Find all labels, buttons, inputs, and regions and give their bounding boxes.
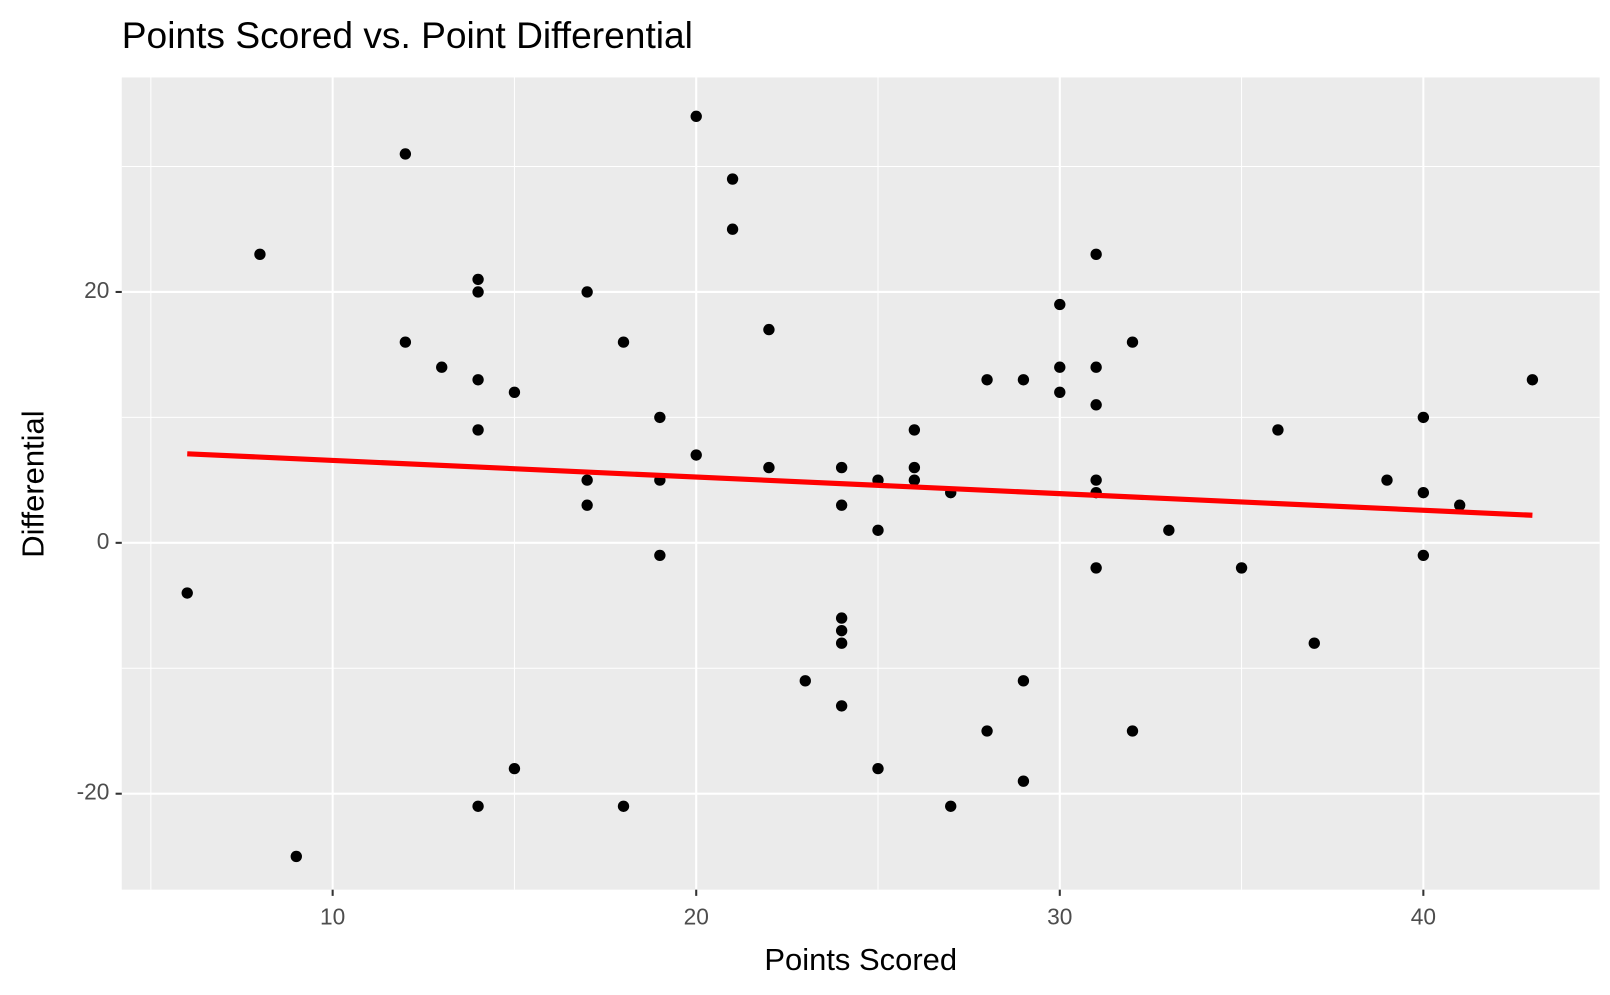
point — [726, 173, 739, 185]
point — [1417, 549, 1430, 562]
point — [726, 223, 739, 235]
point — [399, 148, 412, 160]
point — [472, 286, 484, 298]
point — [763, 323, 775, 336]
point — [581, 499, 593, 511]
y-tick-label: 0 — [97, 528, 110, 554]
point — [508, 386, 521, 398]
point — [908, 461, 921, 474]
point — [835, 461, 848, 474]
point — [181, 587, 193, 599]
x-axis-label: Points Scored — [764, 942, 957, 977]
point — [1526, 374, 1539, 386]
point — [508, 762, 521, 775]
point — [1090, 474, 1102, 486]
x-tick-label: 30 — [1047, 904, 1072, 930]
y-tick-label: -20 — [77, 779, 110, 805]
point — [1417, 411, 1430, 424]
point — [1054, 298, 1066, 311]
point — [1272, 424, 1284, 436]
point — [654, 549, 666, 562]
point — [1090, 248, 1102, 261]
point — [872, 524, 884, 536]
point — [835, 700, 848, 712]
point — [690, 110, 702, 123]
point — [690, 449, 702, 461]
point — [763, 461, 775, 474]
point — [1090, 399, 1102, 411]
point — [472, 800, 484, 812]
point — [981, 725, 993, 737]
chart-title: Points Scored vs. Point Differential — [122, 14, 693, 56]
point — [617, 800, 630, 812]
point — [1017, 374, 1030, 386]
x-tick-label: 40 — [1411, 904, 1436, 930]
point — [581, 286, 593, 298]
point — [472, 374, 484, 386]
point — [1090, 361, 1102, 373]
point — [1090, 562, 1102, 574]
point — [1017, 775, 1030, 787]
y-tick-label: 20 — [84, 277, 109, 303]
point — [835, 612, 848, 624]
point — [1054, 386, 1066, 398]
x-tick-label: 10 — [320, 904, 345, 930]
point — [581, 474, 593, 486]
point — [436, 361, 448, 373]
point — [254, 248, 266, 261]
point — [654, 411, 666, 424]
point — [1054, 361, 1066, 373]
point — [908, 474, 921, 486]
point — [799, 675, 811, 687]
point — [835, 499, 848, 511]
point — [1126, 725, 1139, 737]
point — [872, 762, 884, 775]
point — [1417, 486, 1430, 499]
point — [399, 336, 412, 348]
point — [981, 374, 993, 386]
point — [945, 800, 957, 812]
point — [472, 424, 484, 436]
point — [1454, 499, 1466, 511]
point — [835, 637, 848, 649]
x-tick-label: 20 — [684, 904, 709, 930]
point — [290, 850, 302, 863]
point — [472, 273, 484, 286]
point — [835, 624, 848, 637]
point — [1017, 675, 1030, 687]
point — [1381, 474, 1393, 486]
point — [1235, 562, 1248, 574]
y-axis-label: Differential — [15, 410, 50, 557]
point — [1126, 336, 1139, 348]
trend-line — [187, 451, 1533, 518]
point — [1308, 637, 1320, 649]
point — [1163, 524, 1175, 536]
point — [908, 424, 921, 436]
point — [617, 336, 630, 348]
